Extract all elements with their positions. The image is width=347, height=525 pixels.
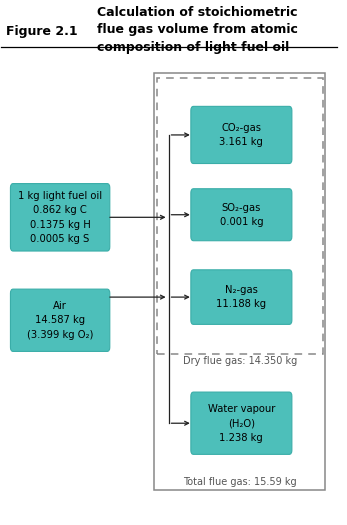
Text: Total flue gas: 15.59 kg: Total flue gas: 15.59 kg (183, 477, 296, 487)
Text: Calculation of stoichiometric
flue gas volume from atomic
composition of light f: Calculation of stoichiometric flue gas v… (97, 6, 298, 54)
FancyBboxPatch shape (191, 107, 292, 163)
Text: SO₂-gas
0.001 kg: SO₂-gas 0.001 kg (220, 203, 263, 227)
Bar (154, 73, 325, 490)
Text: Water vapour
(H₂O)
1.238 kg: Water vapour (H₂O) 1.238 kg (208, 404, 275, 443)
Text: Dry flue gas: 14.350 kg: Dry flue gas: 14.350 kg (183, 356, 297, 366)
Text: Figure 2.1: Figure 2.1 (7, 25, 78, 38)
FancyBboxPatch shape (10, 184, 110, 251)
FancyBboxPatch shape (191, 270, 292, 324)
FancyBboxPatch shape (191, 188, 292, 241)
Text: 1 kg light fuel oil
0.862 kg C
0.1375 kg H
0.0005 kg S: 1 kg light fuel oil 0.862 kg C 0.1375 kg… (18, 191, 102, 244)
Text: CO₂-gas
3.161 kg: CO₂-gas 3.161 kg (219, 123, 263, 147)
FancyBboxPatch shape (191, 392, 292, 454)
Text: Air
14.587 kg
(3.399 kg O₂): Air 14.587 kg (3.399 kg O₂) (27, 301, 93, 340)
Text: N₂-gas
11.188 kg: N₂-gas 11.188 kg (216, 285, 266, 309)
FancyBboxPatch shape (10, 289, 110, 351)
Bar (157, 78, 323, 354)
